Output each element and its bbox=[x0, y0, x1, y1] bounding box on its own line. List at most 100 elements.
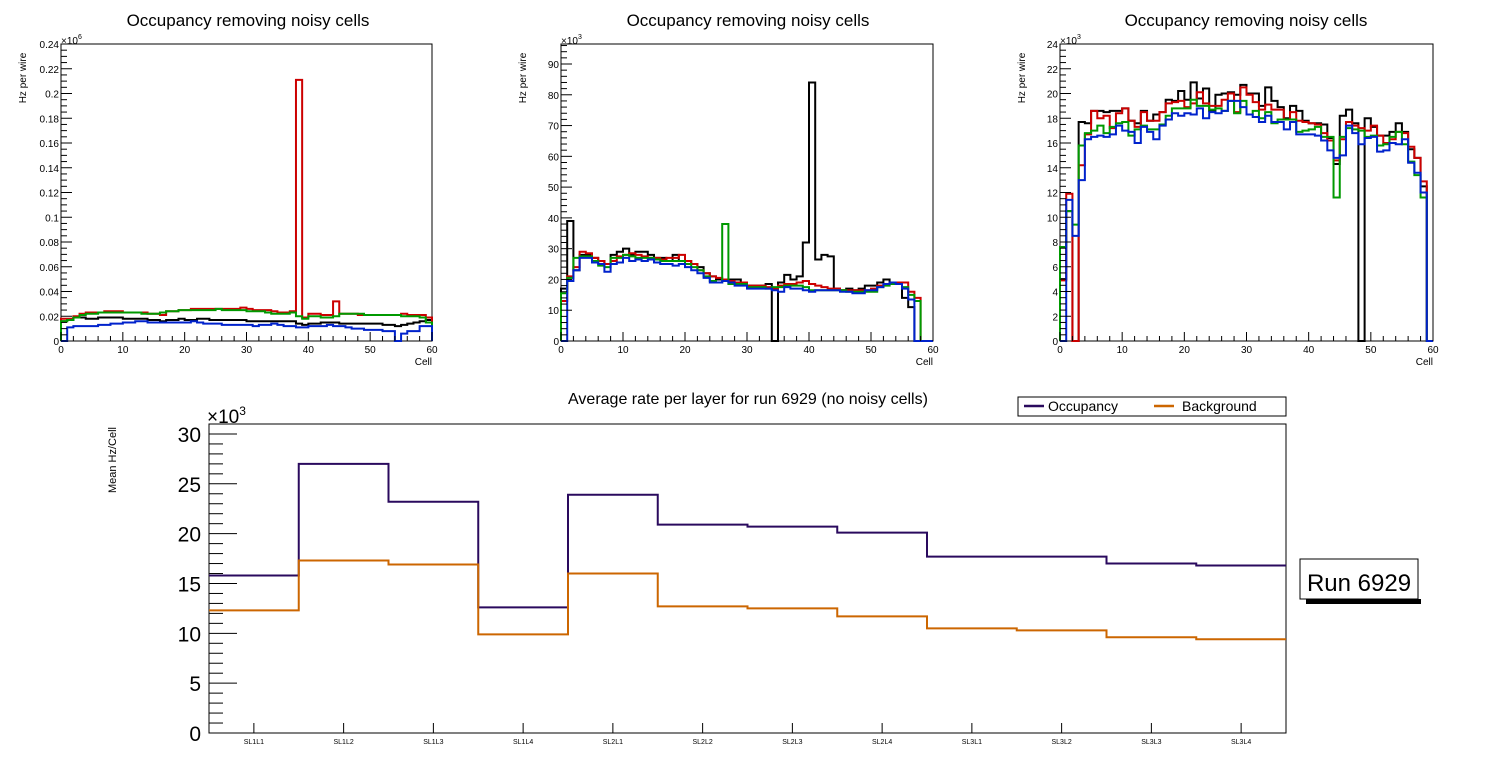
histogram-panel-3: Occupancy removing noisy cells Hz per wi… bbox=[1017, 11, 1439, 368]
y-tick-label: 16 bbox=[1047, 139, 1059, 150]
y-tick-label: 2 bbox=[1052, 312, 1058, 323]
x-tick-label: SL1L2 bbox=[334, 739, 354, 746]
y-axis-label: Hz per wire bbox=[18, 52, 29, 103]
x-tick-label: 30 bbox=[241, 345, 253, 356]
y-tick-label: 60 bbox=[548, 152, 560, 163]
y-tick-label: 30 bbox=[178, 424, 201, 447]
y-tick-label: 0.12 bbox=[40, 189, 60, 200]
y-tick-label: 12 bbox=[1047, 189, 1059, 200]
histogram-panel-2: Occupancy removing noisy cells Hz per wi… bbox=[518, 11, 939, 368]
x-tick-label: 10 bbox=[1117, 345, 1129, 356]
y-axis-label: Mean Hz/Cell bbox=[107, 427, 119, 493]
x-tick-label: 20 bbox=[1179, 345, 1191, 356]
panel-title: Occupancy removing noisy cells bbox=[1125, 11, 1368, 30]
x-tick-label: SL3L1 bbox=[962, 739, 982, 746]
y-tick-label: 80 bbox=[548, 91, 560, 102]
x-tick-label: 10 bbox=[117, 345, 129, 356]
panel-title: Average rate per layer for run 6929 (no … bbox=[568, 391, 928, 408]
x-tick-label: 60 bbox=[927, 345, 939, 356]
y-tick-label: 4 bbox=[1052, 288, 1058, 299]
x-tick-label: 30 bbox=[1241, 345, 1253, 356]
run-label-frame bbox=[1299, 558, 1419, 600]
y-tick-label: 40 bbox=[548, 214, 560, 225]
y-tick-label: 0.16 bbox=[40, 139, 60, 150]
run-label: Run 6929 bbox=[1307, 570, 1411, 597]
x-tick-label: SL2L3 bbox=[782, 739, 802, 746]
x-tick-label: 10 bbox=[617, 345, 629, 356]
panel-title: Occupancy removing noisy cells bbox=[627, 11, 870, 30]
y-tick-label: 0.06 bbox=[40, 263, 60, 274]
y-tick-label: 8 bbox=[1052, 238, 1058, 249]
y-tick-label: 0.04 bbox=[40, 288, 60, 299]
y-tick-label: 0.2 bbox=[45, 90, 59, 101]
y-tick-label: 0.08 bbox=[40, 238, 60, 249]
x-tick-label: SL1L3 bbox=[423, 739, 443, 746]
run-label-shadow bbox=[1306, 599, 1421, 604]
y-tick-label: 0 bbox=[189, 723, 201, 746]
legend-label-background: Background bbox=[1182, 398, 1257, 414]
x-tick-label: 20 bbox=[179, 345, 191, 356]
y-tick-label: 0 bbox=[53, 337, 59, 348]
plot-frame bbox=[60, 43, 433, 342]
legend: Occupancy Background bbox=[1017, 396, 1287, 417]
y-tick-label: 10 bbox=[1047, 213, 1059, 224]
layer-rate-panel: Average rate per layer for run 6929 (no … bbox=[107, 391, 1421, 746]
panel-title: Occupancy removing noisy cells bbox=[127, 11, 370, 30]
y-tick-label: 0.14 bbox=[40, 164, 60, 175]
plot-frame bbox=[208, 423, 1287, 734]
y-tick-label: 90 bbox=[548, 60, 560, 71]
x-tick-label: 60 bbox=[1427, 345, 1439, 356]
x-tick-label: SL1L1 bbox=[244, 739, 264, 746]
y-tick-label: 0 bbox=[1052, 337, 1058, 348]
histogram-series-blue bbox=[1060, 99, 1433, 342]
y-tick-label: 15 bbox=[178, 573, 201, 596]
y-tick-label: 25 bbox=[178, 474, 201, 497]
histogram-panel-1: Occupancy removing noisy cells Hz per wi… bbox=[18, 11, 438, 368]
histogram-series-black bbox=[560, 81, 933, 342]
x-tick-label: SL3L4 bbox=[1231, 739, 1251, 746]
y-tick-label: 10 bbox=[548, 306, 560, 317]
y-tick-label: 0.24 bbox=[40, 40, 60, 51]
y-tick-label: 10 bbox=[178, 623, 201, 646]
x-tick-label: 0 bbox=[558, 345, 564, 356]
y-tick-label: 22 bbox=[1047, 65, 1059, 76]
y-tick-label: 0 bbox=[553, 337, 559, 348]
x-tick-label: 30 bbox=[741, 345, 753, 356]
y-tick-label: 5 bbox=[189, 673, 201, 696]
histogram-series-red bbox=[1059, 86, 1433, 342]
y-tick-label: 0.02 bbox=[40, 312, 60, 323]
y-axis-label: Hz per wire bbox=[518, 52, 529, 103]
x-tick-label: SL2L4 bbox=[872, 739, 892, 746]
histogram-series-blue bbox=[61, 320, 433, 342]
x-tick-label: SL2L1 bbox=[603, 739, 623, 746]
x-tick-label: 50 bbox=[1365, 345, 1377, 356]
histogram-series-blue bbox=[561, 256, 933, 342]
histogram-series-black bbox=[60, 316, 433, 341]
y-tick-label: 50 bbox=[548, 183, 560, 194]
x-tick-label: 50 bbox=[365, 345, 377, 356]
y-tick-label: 6 bbox=[1052, 263, 1058, 274]
legend-label-occupancy: Occupancy bbox=[1048, 398, 1118, 414]
y-axis-label: Hz per wire bbox=[1017, 52, 1028, 103]
y-tick-label: 0.22 bbox=[40, 65, 60, 76]
y-exponent-label: ×106 bbox=[61, 34, 82, 47]
x-tick-label: 50 bbox=[865, 345, 877, 356]
y-tick-label: 20 bbox=[548, 275, 560, 286]
x-tick-label: 40 bbox=[303, 345, 315, 356]
x-axis-label: Cell bbox=[415, 357, 432, 368]
x-tick-label: 60 bbox=[426, 345, 438, 356]
x-tick-label: 0 bbox=[1057, 345, 1063, 356]
x-tick-label: SL1L4 bbox=[513, 739, 533, 746]
y-tick-label: 14 bbox=[1047, 164, 1059, 175]
histogram-series-red bbox=[560, 250, 933, 342]
x-tick-label: SL3L3 bbox=[1141, 739, 1161, 746]
x-tick-label: 20 bbox=[679, 345, 691, 356]
y-tick-label: 0.1 bbox=[45, 213, 59, 224]
y-tick-label: 20 bbox=[1047, 90, 1059, 101]
y-exponent-label: ×103 bbox=[1060, 34, 1081, 47]
x-tick-label: SL3L2 bbox=[1052, 739, 1072, 746]
y-tick-label: 0.18 bbox=[40, 114, 60, 125]
series-background bbox=[209, 559, 1286, 641]
plot-frame bbox=[560, 43, 934, 342]
